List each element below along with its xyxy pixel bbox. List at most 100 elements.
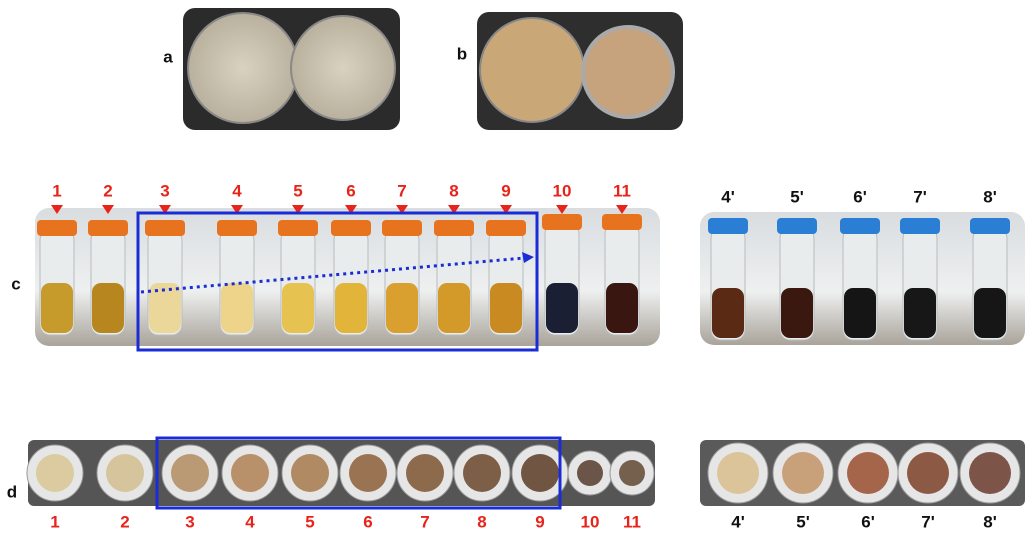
solid bbox=[291, 454, 329, 492]
liquid bbox=[606, 283, 638, 333]
liquid bbox=[221, 283, 253, 333]
cap bbox=[900, 218, 940, 234]
dish-label: 1 bbox=[50, 512, 59, 531]
tube-label: 7 bbox=[397, 181, 406, 200]
panel-label: a bbox=[163, 47, 173, 66]
tube-label: 6' bbox=[853, 187, 867, 206]
trend-arrow bbox=[140, 256, 525, 294]
solid bbox=[577, 460, 603, 486]
dish-label: 2 bbox=[120, 512, 129, 531]
cap bbox=[88, 220, 128, 236]
solid bbox=[907, 452, 949, 494]
arrow-head bbox=[522, 252, 534, 263]
tube-label: 5 bbox=[293, 181, 302, 200]
cap bbox=[382, 220, 422, 236]
marker bbox=[51, 205, 63, 214]
marker bbox=[102, 205, 114, 214]
tube-label: 6 bbox=[346, 181, 355, 200]
liquid bbox=[712, 288, 744, 338]
dish-label: 5 bbox=[305, 512, 314, 531]
marker bbox=[616, 205, 628, 214]
liquid bbox=[490, 283, 522, 333]
tube-label: 5' bbox=[790, 187, 804, 206]
marker bbox=[231, 205, 243, 214]
tube-label: 7' bbox=[913, 187, 927, 206]
cap bbox=[708, 218, 748, 234]
liquid bbox=[335, 283, 367, 333]
dish-label: 9 bbox=[535, 512, 544, 531]
dish bbox=[290, 15, 396, 121]
marker bbox=[159, 205, 171, 214]
marker bbox=[292, 205, 304, 214]
marker bbox=[448, 205, 460, 214]
tube-label: 9 bbox=[501, 181, 510, 200]
marker bbox=[345, 205, 357, 214]
solid bbox=[171, 454, 209, 492]
cap bbox=[145, 220, 185, 236]
tube-label: 10 bbox=[553, 181, 572, 200]
dish-label: 5' bbox=[796, 512, 810, 531]
liquid bbox=[781, 288, 813, 338]
solid bbox=[521, 454, 559, 492]
dish-label: 7' bbox=[921, 512, 935, 531]
liquid bbox=[282, 283, 314, 333]
panel-label: c bbox=[11, 274, 20, 293]
highlight-box bbox=[136, 211, 539, 352]
solid bbox=[406, 454, 444, 492]
tube-label: 8 bbox=[449, 181, 458, 200]
dish-label: 8' bbox=[983, 512, 997, 531]
cap bbox=[37, 220, 77, 236]
tube-label: 1 bbox=[52, 181, 61, 200]
liquid bbox=[41, 283, 73, 333]
dish-label: 7 bbox=[420, 512, 429, 531]
dish-label: 10 bbox=[581, 512, 600, 531]
liquid bbox=[149, 283, 181, 333]
cap bbox=[777, 218, 817, 234]
cap bbox=[840, 218, 880, 234]
solid bbox=[231, 454, 269, 492]
dish-label: 4 bbox=[245, 512, 255, 531]
dish-label: 6' bbox=[861, 512, 875, 531]
dish-label: 3 bbox=[185, 512, 194, 531]
liquid bbox=[546, 283, 578, 333]
cap bbox=[602, 214, 642, 230]
dish-label: 11 bbox=[623, 512, 641, 531]
solid bbox=[463, 454, 501, 492]
cap bbox=[434, 220, 474, 236]
solid bbox=[106, 454, 144, 492]
marker bbox=[396, 205, 408, 214]
liquid bbox=[386, 283, 418, 333]
cap bbox=[970, 218, 1010, 234]
tube-label: 4' bbox=[721, 187, 735, 206]
highlight-box bbox=[155, 436, 562, 510]
liquid bbox=[844, 288, 876, 338]
panel-label: b bbox=[457, 44, 467, 63]
tube-label: 4 bbox=[232, 181, 242, 200]
liquid bbox=[92, 283, 124, 333]
tube-label: 11 bbox=[613, 181, 631, 200]
cap bbox=[217, 220, 257, 236]
cap bbox=[486, 220, 526, 236]
solid bbox=[782, 452, 824, 494]
solid bbox=[717, 452, 759, 494]
dish bbox=[581, 25, 675, 119]
marker bbox=[556, 205, 568, 214]
solid bbox=[969, 452, 1011, 494]
cap bbox=[542, 214, 582, 230]
tube-label: 2 bbox=[103, 181, 112, 200]
cap bbox=[278, 220, 318, 236]
marker bbox=[500, 205, 512, 214]
tube-label: 3 bbox=[160, 181, 169, 200]
dish-label: 4' bbox=[731, 512, 745, 531]
panel-label: d bbox=[7, 482, 17, 501]
tube-label: 8' bbox=[983, 187, 997, 206]
dish bbox=[187, 12, 299, 124]
dish-label: 8 bbox=[477, 512, 486, 531]
liquid bbox=[438, 283, 470, 333]
liquid bbox=[904, 288, 936, 338]
liquid bbox=[974, 288, 1006, 338]
cap bbox=[331, 220, 371, 236]
dish-label: 6 bbox=[363, 512, 372, 531]
solid bbox=[36, 454, 74, 492]
